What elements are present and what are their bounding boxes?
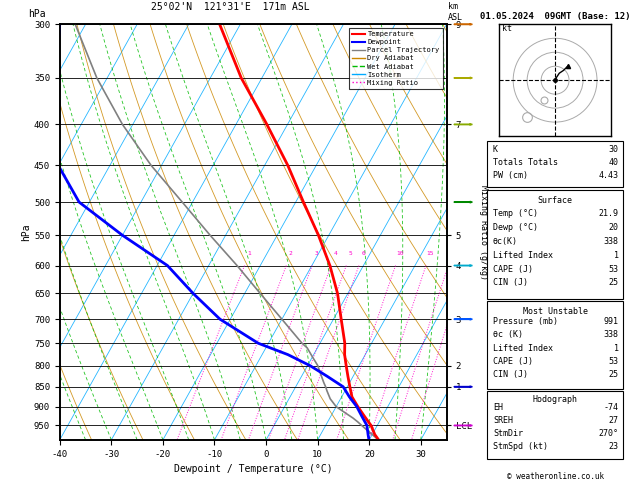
Text: 6: 6 xyxy=(361,251,365,256)
X-axis label: Dewpoint / Temperature (°C): Dewpoint / Temperature (°C) xyxy=(174,464,333,474)
Text: Lifted Index: Lifted Index xyxy=(493,344,553,353)
Text: Dewp (°C): Dewp (°C) xyxy=(493,223,538,232)
Text: 2: 2 xyxy=(289,251,292,256)
Text: CAPE (J): CAPE (J) xyxy=(493,264,533,274)
Text: Totals Totals: Totals Totals xyxy=(493,158,558,167)
Text: θc(K): θc(K) xyxy=(493,237,518,246)
Text: -74: -74 xyxy=(604,403,619,413)
Text: 991: 991 xyxy=(604,317,619,326)
Text: 338: 338 xyxy=(604,330,619,339)
Text: PW (cm): PW (cm) xyxy=(493,171,528,180)
Text: SREH: SREH xyxy=(493,417,513,425)
Y-axis label: hPa: hPa xyxy=(21,223,31,241)
Text: 01.05.2024  09GMT (Base: 12): 01.05.2024 09GMT (Base: 12) xyxy=(480,12,629,21)
Text: 40: 40 xyxy=(609,158,619,167)
Text: © weatheronline.co.uk: © weatheronline.co.uk xyxy=(506,472,604,481)
Text: 1: 1 xyxy=(614,251,619,260)
Text: 27: 27 xyxy=(609,417,619,425)
Text: km
ASL: km ASL xyxy=(448,2,463,22)
Text: StmSpd (kt): StmSpd (kt) xyxy=(493,442,548,451)
Text: 270°: 270° xyxy=(599,429,619,438)
Y-axis label: Mixing Ratio (g/kg): Mixing Ratio (g/kg) xyxy=(479,185,488,279)
Text: 10: 10 xyxy=(396,251,403,256)
Text: kt: kt xyxy=(502,24,512,33)
Text: 30: 30 xyxy=(609,145,619,154)
Text: 4.43: 4.43 xyxy=(599,171,619,180)
Text: 1: 1 xyxy=(614,344,619,353)
Text: 21.9: 21.9 xyxy=(599,209,619,218)
Text: EH: EH xyxy=(493,403,503,413)
Text: K: K xyxy=(493,145,498,154)
Legend: Temperature, Dewpoint, Parcel Trajectory, Dry Adiabat, Wet Adiabat, Isotherm, Mi: Temperature, Dewpoint, Parcel Trajectory… xyxy=(348,28,443,89)
Text: 23: 23 xyxy=(609,442,619,451)
Text: CIN (J): CIN (J) xyxy=(493,278,528,288)
Text: CIN (J): CIN (J) xyxy=(493,370,528,379)
Text: 25°02'N  121°31'E  171m ASL: 25°02'N 121°31'E 171m ASL xyxy=(151,2,309,12)
Text: Pressure (mb): Pressure (mb) xyxy=(493,317,558,326)
Text: 53: 53 xyxy=(609,357,619,366)
Text: 5: 5 xyxy=(348,251,352,256)
Text: θc (K): θc (K) xyxy=(493,330,523,339)
Text: Most Unstable: Most Unstable xyxy=(523,307,587,315)
Text: Lifted Index: Lifted Index xyxy=(493,251,553,260)
Text: 4: 4 xyxy=(333,251,337,256)
Text: 20: 20 xyxy=(609,223,619,232)
Text: 15: 15 xyxy=(426,251,433,256)
Text: 1: 1 xyxy=(247,251,251,256)
Text: 338: 338 xyxy=(604,237,619,246)
Text: 53: 53 xyxy=(609,264,619,274)
Text: Surface: Surface xyxy=(538,196,572,205)
Text: Hodograph: Hodograph xyxy=(533,395,577,404)
Text: Temp (°C): Temp (°C) xyxy=(493,209,538,218)
Text: hPa: hPa xyxy=(28,9,46,19)
Text: 3: 3 xyxy=(314,251,318,256)
Text: CAPE (J): CAPE (J) xyxy=(493,357,533,366)
Text: 25: 25 xyxy=(609,370,619,379)
Text: StmDir: StmDir xyxy=(493,429,523,438)
Text: 25: 25 xyxy=(609,278,619,288)
